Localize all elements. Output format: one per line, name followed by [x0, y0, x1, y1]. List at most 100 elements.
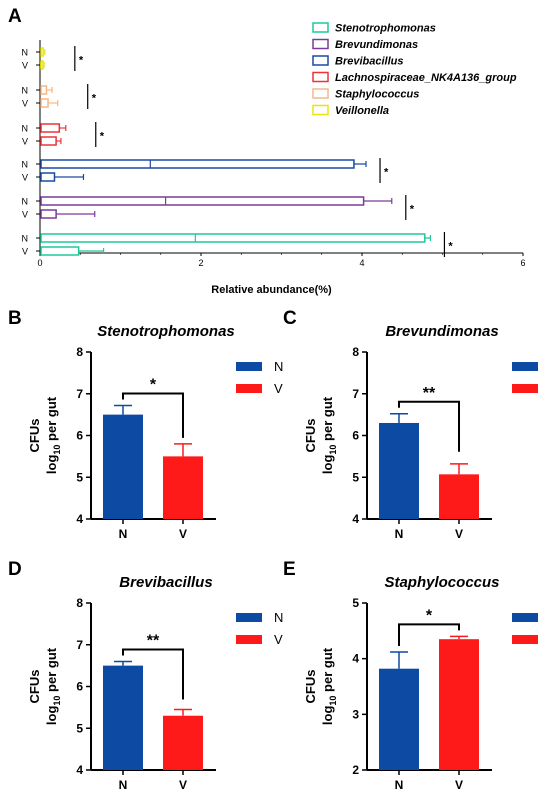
y-tick-label: 7 [352, 387, 359, 401]
legend-label: Veillonella [335, 105, 389, 117]
sig-label: * [79, 55, 84, 67]
x-tick-label-V: V [179, 527, 187, 541]
y-tick-label: 6 [76, 680, 83, 694]
legend-swatch [312, 38, 329, 50]
x-tick-label-N: N [119, 527, 128, 541]
y-axis-title-line2: log10 per gut [44, 647, 62, 725]
panel-letter-c: C [283, 308, 297, 329]
y-tick-label: 4 [76, 763, 83, 777]
panel-letter-d: D [8, 559, 22, 580]
sig-label: * [150, 376, 157, 393]
y-axis-title-line2: log10 per gut [44, 396, 62, 474]
panel-letter-b: B [8, 308, 22, 329]
bar-V [163, 456, 203, 519]
bar-N [40, 85, 48, 95]
group-label-V: V [22, 137, 28, 147]
y-axis-title-log: log [44, 706, 59, 726]
legend-label: Staphylococcus [335, 89, 419, 101]
bar-V [439, 474, 479, 519]
group-label-N: N [22, 197, 29, 207]
panel-title: Brevundimonas [385, 323, 498, 340]
y-axis-title-line2: log10 per gut [320, 647, 338, 725]
y-axis-title: CFUs [27, 670, 42, 704]
legend-label: Stenotrophomonas [335, 23, 436, 35]
legend-label: Brevibacillus [335, 56, 403, 68]
group-label-N: N [22, 160, 29, 170]
y-tick-label: 6 [76, 429, 83, 443]
y-axis-title: CFUs [303, 670, 318, 704]
sig-bracket [122, 648, 184, 700]
x-tick-label-N: N [119, 778, 128, 792]
legend-swatch-V [512, 635, 538, 644]
sig-bracket [398, 623, 460, 646]
y-tick-label: 5 [352, 596, 359, 610]
y-axis-title-per-gut: per gut [320, 396, 335, 444]
legend-swatch-V [236, 635, 262, 644]
y-axis-title-log: log [320, 455, 335, 475]
sig-bracket [398, 400, 460, 452]
x-tick-label: 4 [359, 258, 364, 268]
group-label-N: N [22, 124, 29, 134]
y-tick-label: 5 [76, 721, 83, 735]
y-tick-label: 7 [76, 638, 83, 652]
sig-label: ** [147, 632, 160, 649]
bar-N [103, 665, 143, 770]
y-tick-label: 8 [352, 345, 359, 359]
x-tick-label-N: N [395, 778, 404, 792]
y-tick-label: 6 [352, 429, 359, 443]
y-tick-label: 2 [352, 763, 359, 777]
bar-N [379, 668, 419, 770]
sig-bracket [122, 392, 184, 438]
y-axis-title-per-gut: per gut [44, 396, 59, 444]
group-label-V: V [22, 210, 28, 220]
sig-label: * [426, 607, 433, 624]
x-tick-label-V: V [455, 778, 463, 792]
y-axis-title-log-subscript: 10 [328, 696, 338, 706]
bar-N [40, 196, 365, 206]
legend-swatch-V [236, 384, 262, 393]
y-axis-title-log-subscript: 10 [52, 696, 62, 706]
sig-label: * [448, 241, 453, 253]
legend-swatch [312, 22, 329, 33]
sig-label: ** [423, 385, 436, 402]
y-axis-title-log: log [44, 455, 59, 475]
y-axis-title-log: log [320, 706, 335, 726]
legend-label-V: V [274, 381, 283, 396]
y-tick-label: 4 [76, 512, 83, 526]
bar-V [40, 98, 49, 108]
x-tick-label: 0 [37, 258, 42, 268]
panel-title: Brevibacillus [119, 574, 212, 591]
y-axis-title-line2: log10 per gut [320, 396, 338, 474]
group-label-N: N [22, 86, 29, 96]
legend-swatch [312, 88, 329, 99]
bar-V [40, 136, 57, 146]
x-tick-label: 6 [520, 258, 525, 268]
legend-swatch [312, 71, 329, 83]
bar-N [40, 233, 426, 243]
y-axis-title-per-gut: per gut [44, 647, 59, 695]
x-tick-label: 2 [198, 258, 203, 268]
bar-V [40, 246, 80, 256]
legend-label-V: V [274, 632, 283, 647]
legend-label-N: N [274, 610, 283, 625]
bar-V [163, 715, 203, 770]
y-tick-label: 4 [352, 512, 359, 526]
group-label-V: V [22, 61, 28, 71]
bar-V [40, 60, 44, 70]
legend-swatch [312, 104, 329, 116]
y-axis-title-per-gut: per gut [320, 647, 335, 695]
panel-letter-e: E [283, 559, 296, 580]
legend-swatch [312, 55, 329, 66]
legend-label: Lachnospiraceae_NK4A136_group [335, 72, 517, 84]
group-label-V: V [22, 173, 28, 183]
x-axis-title: Relative abundance(%) [211, 284, 332, 296]
group-label-V: V [22, 247, 28, 257]
y-axis-title: CFUs [27, 419, 42, 453]
sig-label: * [100, 131, 105, 143]
panel-letter-a: A [8, 6, 22, 27]
y-tick-label: 8 [76, 345, 83, 359]
